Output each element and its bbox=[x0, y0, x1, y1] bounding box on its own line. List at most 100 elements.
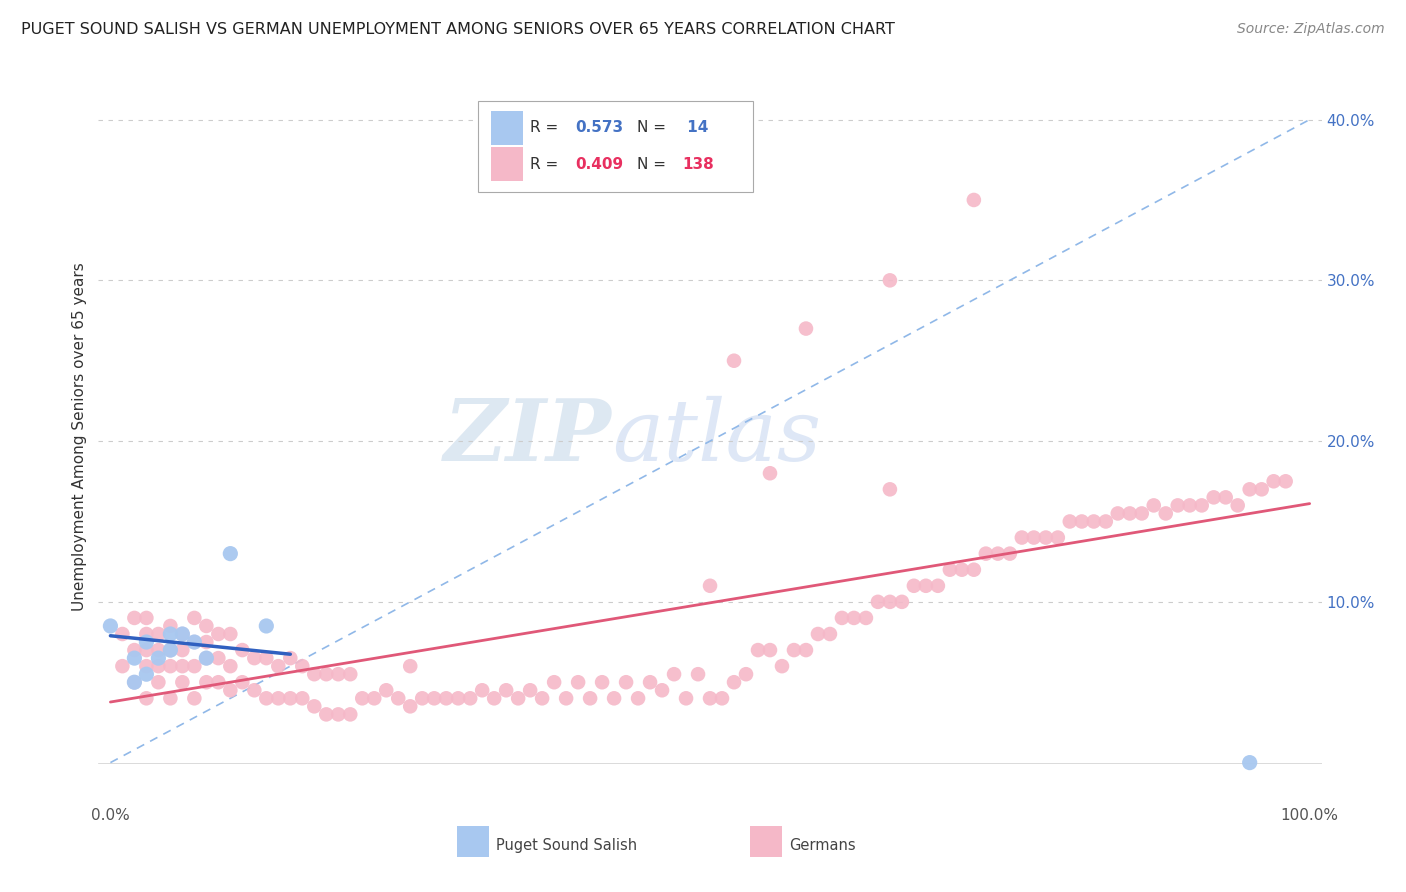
Point bbox=[471, 683, 494, 698]
Point bbox=[159, 659, 181, 673]
Point bbox=[1178, 499, 1201, 513]
Point bbox=[363, 691, 385, 706]
Point bbox=[399, 699, 422, 714]
Text: N =: N = bbox=[637, 157, 671, 172]
Text: N =: N = bbox=[637, 120, 671, 136]
Point bbox=[148, 627, 170, 641]
Point bbox=[508, 691, 530, 706]
Point bbox=[195, 635, 218, 649]
Point bbox=[111, 659, 134, 673]
Point bbox=[866, 595, 889, 609]
Text: 0.409: 0.409 bbox=[575, 157, 624, 172]
Point bbox=[447, 691, 470, 706]
Point bbox=[591, 675, 613, 690]
Point bbox=[1239, 756, 1261, 770]
Point bbox=[735, 667, 758, 681]
Point bbox=[567, 675, 589, 690]
Point bbox=[579, 691, 602, 706]
Point bbox=[172, 627, 194, 641]
Point bbox=[638, 675, 661, 690]
Point bbox=[458, 691, 481, 706]
Point bbox=[267, 691, 290, 706]
Point bbox=[747, 643, 769, 657]
Point bbox=[963, 563, 986, 577]
Text: R =: R = bbox=[530, 157, 564, 172]
Point bbox=[111, 627, 134, 641]
Point bbox=[495, 683, 517, 698]
Point bbox=[915, 579, 938, 593]
FancyBboxPatch shape bbox=[751, 826, 782, 857]
Point bbox=[328, 707, 350, 722]
Text: R =: R = bbox=[530, 120, 564, 136]
Point bbox=[100, 619, 122, 633]
Point bbox=[183, 635, 205, 649]
Point bbox=[399, 659, 422, 673]
Point bbox=[711, 691, 734, 706]
Point bbox=[172, 627, 194, 641]
Point bbox=[675, 691, 697, 706]
Point bbox=[794, 643, 817, 657]
FancyBboxPatch shape bbox=[478, 101, 752, 192]
Point bbox=[482, 691, 505, 706]
Point bbox=[159, 643, 181, 657]
Point bbox=[148, 675, 170, 690]
Point bbox=[315, 707, 337, 722]
Point bbox=[1059, 515, 1081, 529]
Point bbox=[759, 467, 782, 481]
Point bbox=[219, 683, 242, 698]
Point bbox=[831, 611, 853, 625]
Point bbox=[879, 273, 901, 287]
Point bbox=[135, 691, 157, 706]
Point bbox=[818, 627, 841, 641]
Point bbox=[651, 683, 673, 698]
Point bbox=[148, 643, 170, 657]
Point bbox=[135, 643, 157, 657]
Point bbox=[124, 643, 146, 657]
FancyBboxPatch shape bbox=[491, 147, 523, 181]
Point bbox=[135, 611, 157, 625]
Point bbox=[1250, 483, 1272, 497]
Point bbox=[183, 635, 205, 649]
Point bbox=[254, 619, 277, 633]
Point bbox=[1202, 491, 1225, 505]
Point bbox=[195, 651, 218, 665]
Point bbox=[1011, 531, 1033, 545]
Point bbox=[1263, 475, 1285, 489]
Point bbox=[291, 659, 314, 673]
Text: 0.573: 0.573 bbox=[575, 120, 624, 136]
Point bbox=[124, 611, 146, 625]
Point bbox=[411, 691, 433, 706]
Point bbox=[339, 667, 361, 681]
Text: 138: 138 bbox=[682, 157, 714, 172]
Point bbox=[1226, 499, 1249, 513]
Point bbox=[686, 667, 709, 681]
Point bbox=[183, 691, 205, 706]
Point bbox=[759, 643, 782, 657]
Point bbox=[531, 691, 554, 706]
Point bbox=[159, 691, 181, 706]
Point bbox=[278, 651, 301, 665]
Point bbox=[352, 691, 374, 706]
Point bbox=[159, 619, 181, 633]
Point bbox=[890, 595, 912, 609]
Point bbox=[254, 691, 277, 706]
Point bbox=[998, 547, 1021, 561]
Point bbox=[987, 547, 1010, 561]
Text: Germans: Germans bbox=[790, 838, 856, 853]
Point bbox=[842, 611, 865, 625]
Point bbox=[148, 651, 170, 665]
Point bbox=[124, 675, 146, 690]
Point bbox=[627, 691, 650, 706]
Point bbox=[195, 651, 218, 665]
Point bbox=[328, 667, 350, 681]
Point bbox=[879, 483, 901, 497]
Point bbox=[1239, 483, 1261, 497]
Point bbox=[243, 651, 266, 665]
Point bbox=[950, 563, 973, 577]
Point bbox=[207, 675, 229, 690]
Point bbox=[172, 675, 194, 690]
Point bbox=[124, 651, 146, 665]
Point bbox=[339, 707, 361, 722]
FancyBboxPatch shape bbox=[491, 111, 523, 145]
Point bbox=[963, 193, 986, 207]
